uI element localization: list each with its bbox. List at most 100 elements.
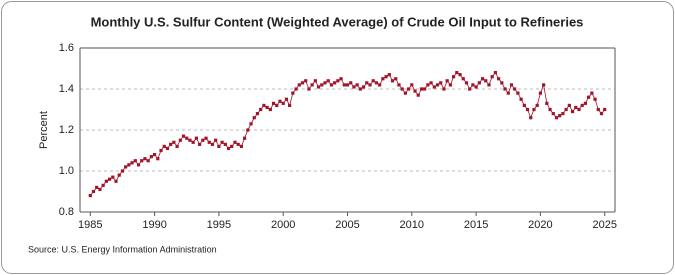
data-point [381, 77, 385, 81]
data-point [368, 83, 372, 87]
data-point [358, 87, 362, 91]
data-point [577, 107, 581, 112]
data-point [323, 81, 327, 85]
data-point [567, 103, 571, 107]
data-point [304, 79, 308, 83]
data-point [378, 83, 382, 87]
data-point [281, 101, 285, 105]
data-point [194, 136, 198, 140]
data-point [423, 87, 427, 91]
data-point [413, 89, 417, 93]
data-point [114, 179, 118, 183]
data-point [230, 144, 234, 148]
y-tick-label: 1.2 [59, 124, 74, 136]
data-point [490, 75, 494, 79]
data-point [223, 142, 227, 146]
data-point [111, 175, 115, 179]
data-point [593, 97, 597, 101]
data-point [387, 73, 391, 77]
data-point [214, 138, 218, 142]
data-point [355, 83, 359, 87]
data-point [107, 177, 112, 181]
data-point [210, 142, 215, 146]
data-point [252, 116, 256, 120]
data-point [172, 140, 176, 144]
data-point [448, 83, 452, 87]
data-point [542, 83, 546, 87]
data-point [451, 75, 456, 79]
data-point [349, 81, 353, 85]
data-point [284, 97, 289, 101]
data-point [564, 107, 568, 112]
data-point [124, 165, 128, 169]
y-axis-label: Percent [38, 111, 50, 149]
data-point [143, 157, 147, 161]
x-tick-label: 2000 [271, 219, 295, 231]
data-point [474, 85, 478, 89]
data-point [300, 81, 305, 85]
data-point [374, 81, 379, 85]
data-point [217, 144, 221, 148]
y-tick-label: 1.4 [59, 83, 74, 95]
data-point [175, 144, 179, 148]
x-tick-label: 2020 [528, 219, 552, 231]
data-point [130, 161, 134, 165]
data-point [88, 194, 92, 198]
data-point [599, 112, 604, 116]
data-point [262, 103, 266, 107]
data-point [243, 136, 247, 140]
data-point [493, 71, 497, 75]
data-point [271, 101, 276, 105]
data-point [239, 144, 244, 148]
data-point [487, 83, 491, 87]
data-point [329, 83, 334, 87]
data-point [352, 85, 356, 89]
data-point [403, 91, 407, 95]
data-point [297, 83, 301, 87]
data-point [480, 77, 485, 81]
data-point [165, 146, 170, 151]
data-point [458, 73, 462, 77]
data-point [265, 105, 269, 110]
data-point [394, 77, 398, 81]
data-point [570, 109, 575, 114]
data-point [278, 99, 282, 103]
data-point [529, 116, 533, 120]
chart-title: Monthly U.S. Sulfur Content (Weighted Av… [91, 14, 584, 29]
data-point [522, 103, 526, 107]
y-tick-label: 1.6 [59, 42, 74, 54]
data-point [554, 116, 559, 120]
data-point [365, 81, 369, 85]
data-point [146, 159, 150, 163]
data-point [117, 173, 121, 177]
data-point [464, 81, 469, 85]
data-point [91, 189, 96, 194]
data-point [159, 148, 163, 153]
data-point [513, 87, 517, 91]
data-point [400, 87, 404, 91]
data-point [316, 85, 321, 89]
data-point [590, 91, 594, 95]
data-point [326, 79, 330, 83]
data-point [149, 155, 153, 159]
data-point [561, 112, 565, 116]
data-point [506, 91, 510, 95]
data-point [435, 83, 440, 87]
data-point [516, 91, 520, 95]
data-point [188, 138, 192, 142]
data-point [442, 87, 446, 91]
x-tick-label: 2005 [335, 219, 359, 231]
data-point [156, 157, 160, 161]
data-point [220, 140, 224, 144]
data-point [288, 103, 292, 107]
data-point [291, 91, 295, 95]
data-point [259, 107, 263, 112]
data-point [419, 87, 424, 91]
data-point [275, 103, 279, 107]
y-tick-label: 0.8 [59, 206, 74, 218]
data-point [246, 128, 250, 132]
data-point [603, 107, 607, 112]
data-point [580, 103, 584, 107]
